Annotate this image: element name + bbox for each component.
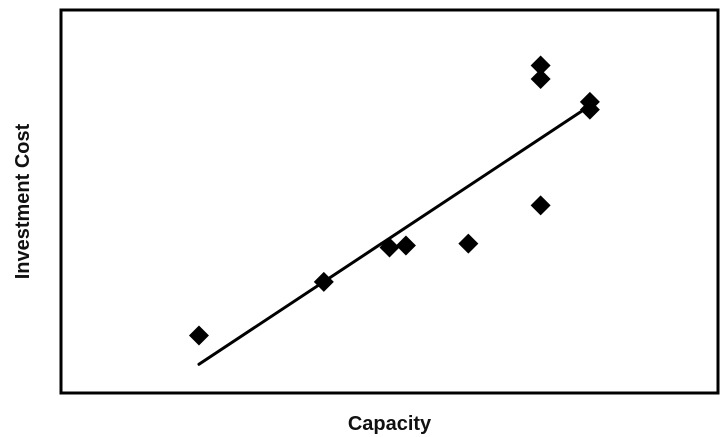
y-axis-label: Investment Cost [12,123,34,279]
data-point-diamond [530,55,551,76]
x-axis-label: Capacity [348,413,432,435]
data-point-diamond [530,195,551,216]
data-point-diamond [579,91,600,112]
data-point-diamond [188,325,209,346]
data-point-diamond [313,271,334,292]
data-point-diamond [395,235,416,256]
data-point-layer [188,55,600,346]
data-point-diamond [379,237,400,258]
trendline-layer [197,104,592,366]
data-point-diamond [458,233,479,254]
data-point-diamond [530,68,551,89]
plot-area-frame [59,8,720,395]
trendline [197,104,592,366]
